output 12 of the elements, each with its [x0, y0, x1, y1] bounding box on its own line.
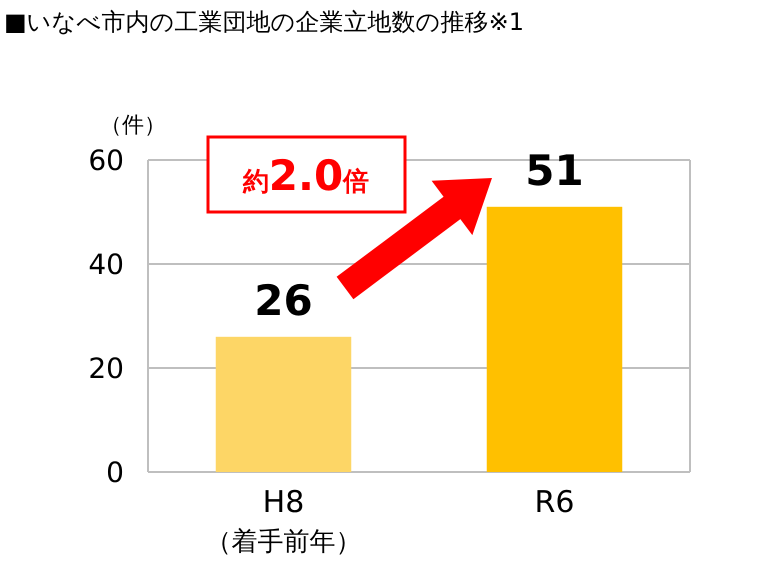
annotation: 約2.0倍	[242, 151, 370, 200]
y-axis-title: （件）	[100, 113, 166, 138]
y-tick-label: 0	[106, 456, 124, 489]
annotation-box: 約2.0倍	[206, 136, 406, 214]
x-tick-label: R6	[534, 485, 574, 520]
y-tick-label: 60	[88, 144, 124, 177]
data-label: 26	[254, 276, 313, 325]
y-tick-label: 40	[88, 248, 124, 281]
y-tick-label: 20	[88, 352, 124, 385]
x-tick-label: H8 （着手前年）	[206, 485, 362, 557]
chart-title: ■いなべ市内の工業団地の企業立地数の推移※1	[4, 8, 524, 36]
data-label: 51	[525, 146, 584, 195]
